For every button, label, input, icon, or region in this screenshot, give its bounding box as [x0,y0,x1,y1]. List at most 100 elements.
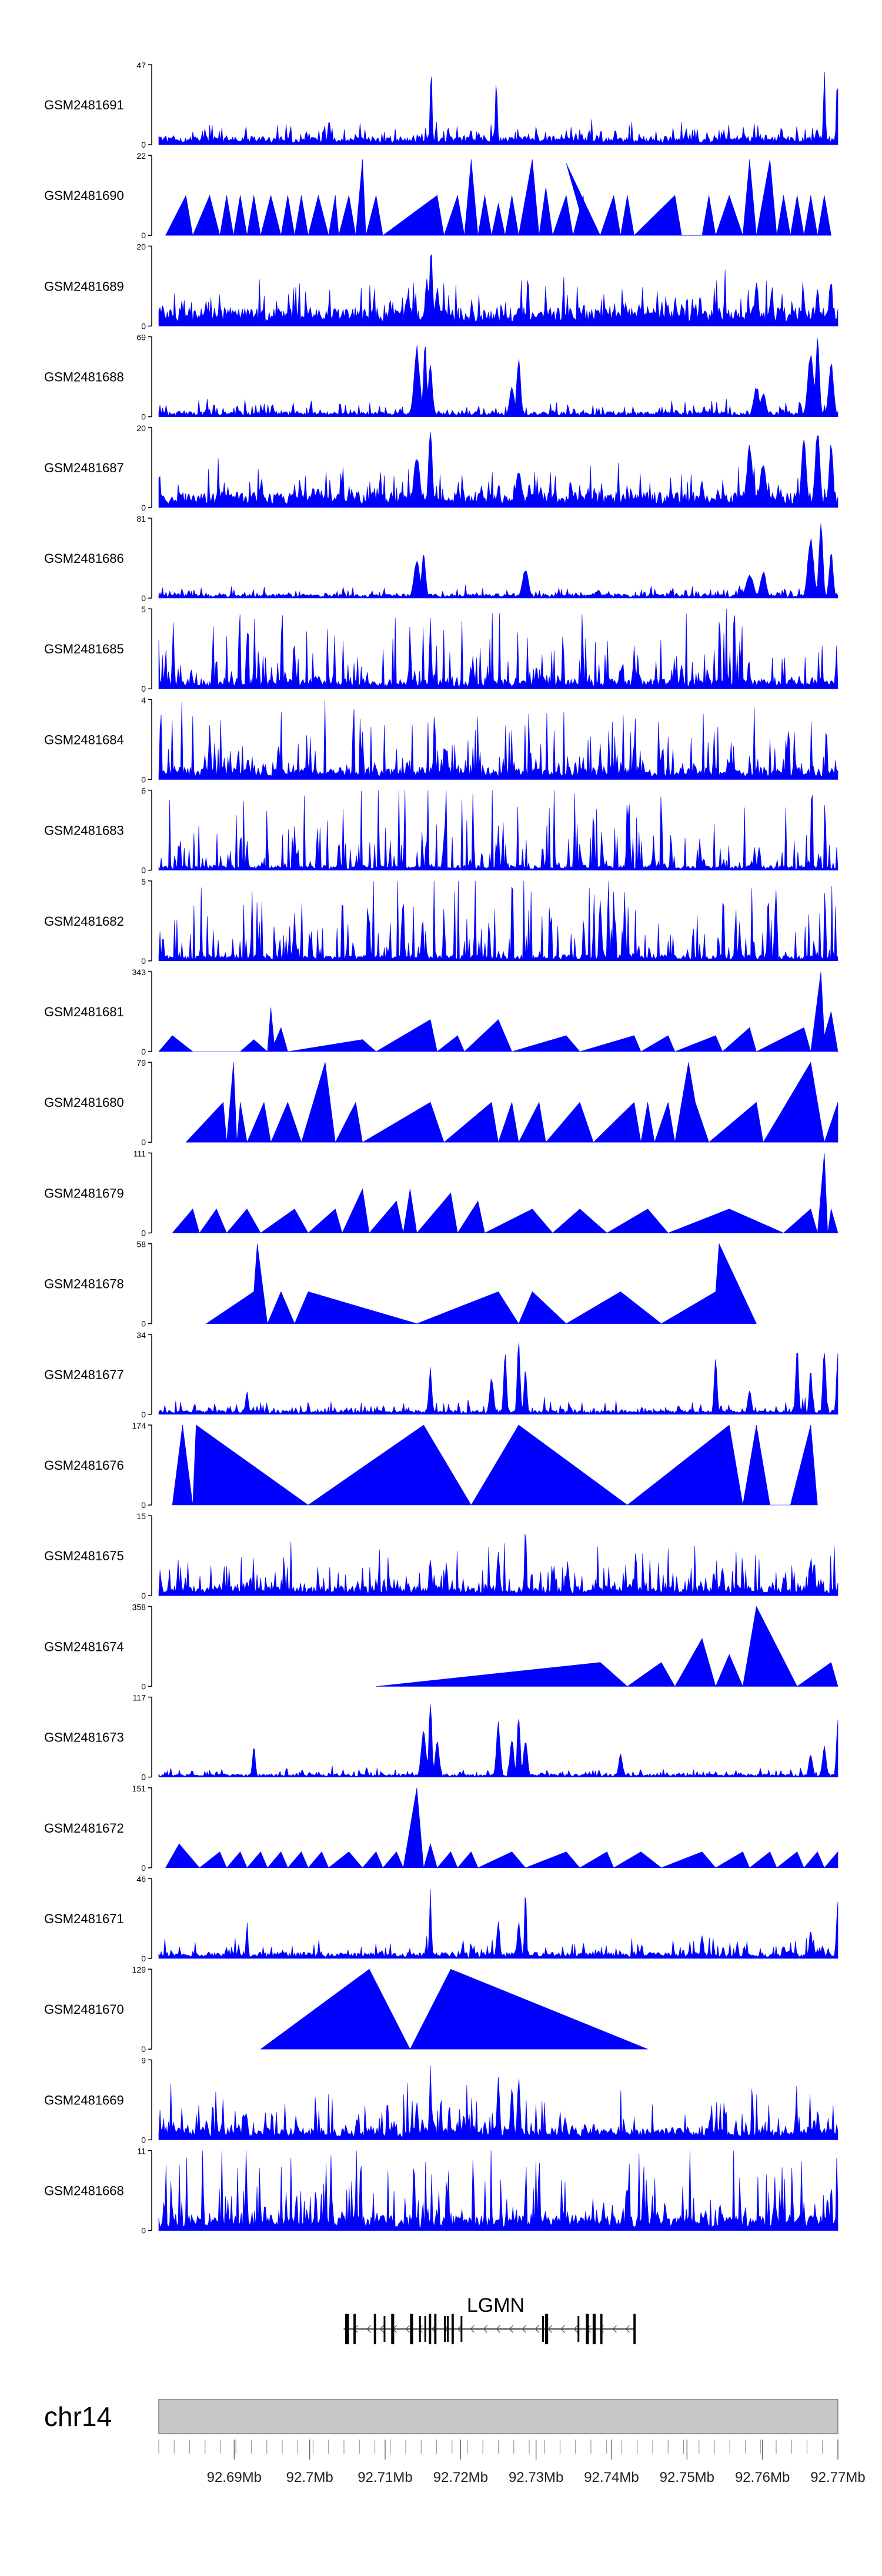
axis-tick-label: 92.75Mb [660,2470,714,2485]
axis-tick-label: 92.73Mb [509,2470,563,2485]
coverage-area [260,1968,648,2050]
gene-exon [577,2316,580,2342]
gene-exon [447,2316,449,2342]
y-axis-max-label: 343 [132,967,146,977]
axis-tick-label: 92.72Mb [433,2470,488,2485]
track-GSM2481685: GSM2481685 5 0 [44,605,838,693]
track-GSM2481680: GSM2481680 79 0 [44,1058,838,1147]
y-axis-max-label: 358 [132,1602,146,1611]
y-axis-zero-label: 0 [141,1954,146,1963]
track-label: GSM2481682 [44,914,124,929]
coverage-area [158,790,838,870]
track-label: GSM2481688 [44,370,124,385]
track-GSM2481668: GSM2481668 11 0 [44,2147,838,2235]
y-axis-zero-label: 0 [141,1410,146,1419]
y-axis-max-label: 20 [136,242,146,251]
track-GSM2481671: GSM2481671 46 0 [44,1874,838,1963]
strand-arrow [405,2325,410,2333]
coverage-area [185,1062,838,1143]
y-axis-zero-label: 0 [141,321,146,331]
track-GSM2481684: GSM2481684 4 0 [44,695,838,784]
y-axis-max-label: 81 [136,514,146,523]
track-label: GSM2481689 [44,279,124,293]
y-axis-max-label: 6 [141,786,146,796]
track-GSM2481676: GSM2481676 174 0 [44,1421,818,1510]
y-axis-zero-label: 0 [141,775,146,784]
strand-arrow [496,2325,500,2333]
track-label: GSM2481679 [44,1186,124,1200]
coverage-area [158,1533,838,1596]
axis-tick-label: 92.69Mb [207,2470,262,2485]
track-label: GSM2481676 [44,1458,124,1473]
gene-exon [451,2314,454,2344]
y-axis-max-label: 174 [132,1421,146,1430]
y-axis-zero-label: 0 [141,956,146,966]
y-axis-zero-label: 0 [141,1681,146,1691]
y-axis-zero-label: 0 [141,503,146,512]
y-axis-max-label: 58 [136,1240,146,1249]
gene-exon [542,2316,544,2342]
coverage-area [172,1424,818,1506]
coverage-area [158,432,838,508]
coverage-area [158,523,838,599]
track-label: GSM2481668 [44,2184,124,2198]
coverage-area [172,1153,838,1234]
y-axis-zero-label: 0 [141,684,146,693]
track-GSM2481689: GSM2481689 20 0 [44,242,838,331]
track-label: GSM2481678 [44,1277,124,1292]
y-axis-max-label: 4 [141,695,146,705]
strand-arrow [560,2325,565,2333]
y-axis-zero-label: 0 [141,1319,146,1329]
track-GSM2481683: GSM2481683 6 0 [44,786,838,875]
y-axis-max-label: 46 [136,1874,146,1884]
track-GSM2481669: GSM2481669 9 0 [44,2056,838,2144]
strand-arrow [470,2325,475,2333]
gene-exon [419,2316,421,2342]
track-GSM2481675: GSM2481675 15 0 [44,1511,838,1600]
track-label: GSM2481685 [44,642,124,656]
track-GSM2481678: GSM2481678 58 0 [44,1240,757,1329]
track-GSM2481691: GSM2481691 47 0 [44,61,838,149]
coverage-area [158,971,838,1052]
axis-tick-label: 92.77Mb [810,2470,865,2485]
track-label: GSM2481673 [44,1730,124,1745]
strand-arrow [612,2325,617,2333]
gene-exon [545,2314,549,2344]
gene-exon [373,2314,376,2344]
track-GSM2481687: GSM2481687 20 0 [44,423,838,512]
gene-exon [586,2314,589,2344]
y-axis-max-label: 22 [136,151,146,161]
track-label: GSM2481671 [44,1911,124,1926]
y-axis-max-label: 9 [141,2056,146,2065]
strand-arrow [379,2325,384,2333]
strand-arrow [547,2325,552,2333]
y-axis-zero-label: 0 [141,2044,146,2054]
chromosome-label: chr14 [44,2401,112,2432]
track-GSM2481690: GSM2481690 22 0 [44,151,831,240]
y-axis-zero-label: 0 [141,593,146,603]
track-GSM2481672: GSM2481672 151 0 [44,1784,838,1873]
coverage-area [165,1787,838,1868]
y-axis-max-label: 117 [133,1693,146,1703]
y-axis-max-label: 34 [136,1330,146,1340]
track-label: GSM2481691 [44,98,124,112]
gene-exon [383,2316,386,2342]
coverage-area [158,1704,838,1777]
gene-exon [353,2314,356,2344]
y-axis-zero-label: 0 [141,1500,146,1510]
y-axis-max-label: 5 [141,877,146,886]
track-GSM2481688: GSM2481688 69 0 [44,333,838,422]
coverage-tracks: GSM2481691470GSM2481690220GSM2481689200G… [44,61,838,2235]
gene-exon [633,2314,636,2344]
track-label: GSM2481672 [44,1821,124,1836]
track-label: GSM2481681 [44,1005,124,1019]
gene-label: LGMN [467,2294,524,2317]
track-GSM2481673: GSM2481673 117 0 [44,1693,838,1782]
coverage-area [165,159,831,236]
coverage-area [158,700,838,780]
chromosome-ideogram-band [158,2399,838,2434]
axis-tick-label: 92.76Mb [735,2470,790,2485]
coverage-area [158,880,838,962]
strand-arrow [534,2325,539,2333]
